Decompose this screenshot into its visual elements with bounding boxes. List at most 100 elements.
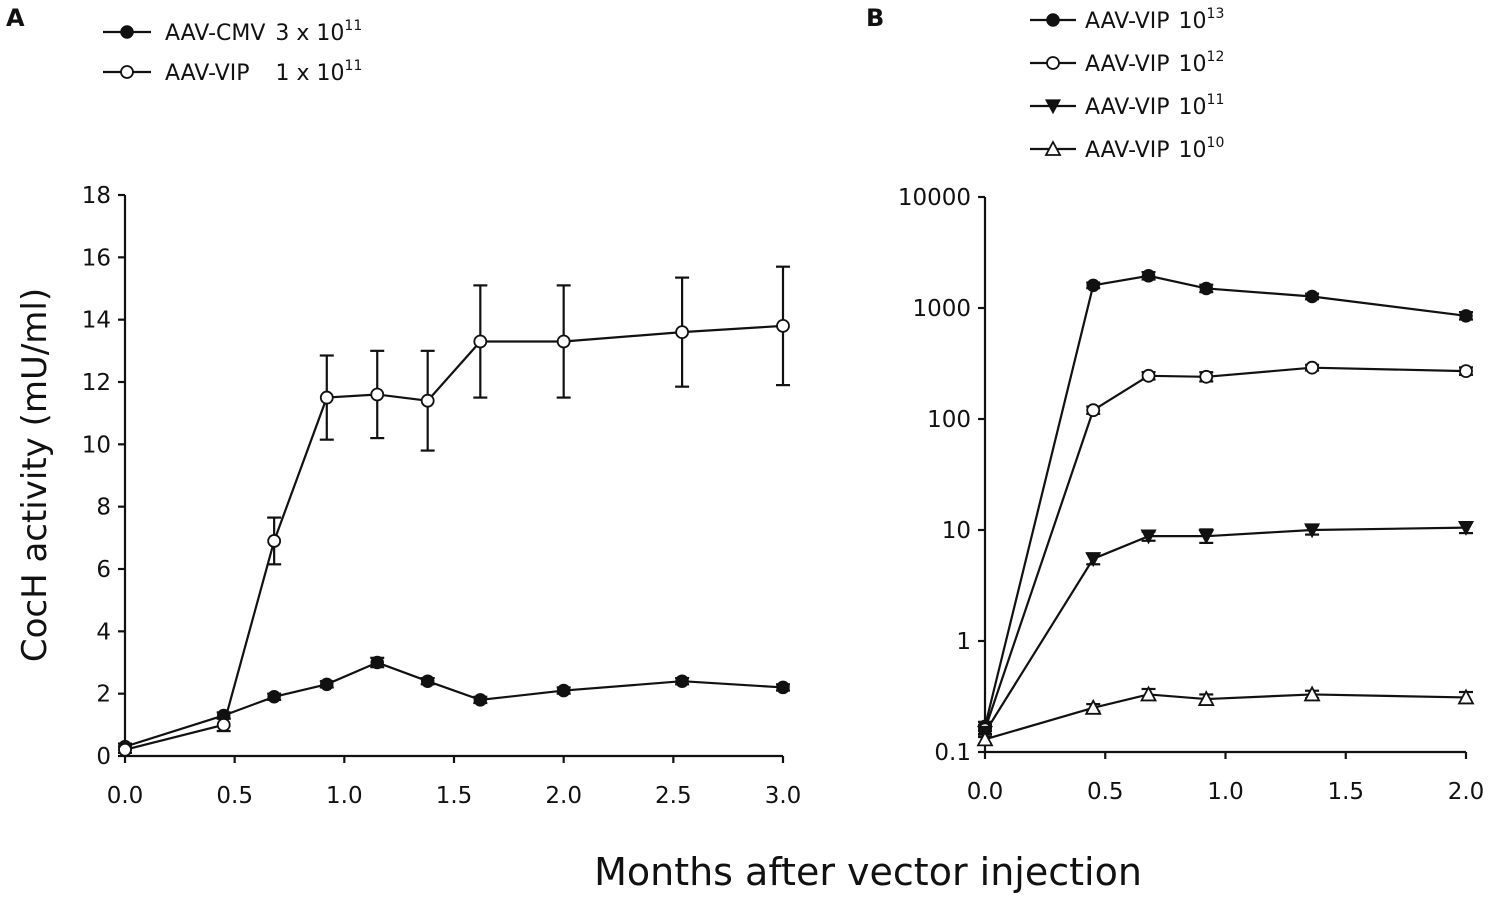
legend-entry: AAV-VIP 1012 — [1030, 49, 1224, 77]
legend-marker — [1044, 140, 1062, 156]
legend-marker — [1044, 99, 1062, 115]
y-tick-label: 10 — [942, 518, 971, 544]
x-tick-label: 0.0 — [107, 783, 144, 809]
legend-entry: AAV-VIP 1 x 1011 — [103, 58, 362, 86]
data-point — [1459, 364, 1473, 379]
panel-b-legend: AAV-VIP 1013 AAV-VIP 1012 AAV-VIP 1011 AAV-VIP… — [1030, 6, 1224, 163]
panel-a-y-ticks: 0 2 4 6 8 10 12 14 16 18 — [82, 183, 125, 770]
series-2 — [118, 265, 790, 757]
data-point — [1457, 521, 1475, 536]
x-tick-label: 1.0 — [326, 783, 363, 809]
y-tick-label: 4 — [96, 619, 111, 645]
panel-b: B 0.1 1 10 100 1000 10000 0.0 0.5 1.0 1.5 2.0 AAV… — [866, 4, 1484, 805]
series-2 — [978, 360, 1473, 737]
data-point — [420, 393, 435, 408]
y-tick-label: 1 — [956, 629, 971, 655]
data-point — [370, 387, 385, 402]
y-tick-label: 18 — [82, 183, 111, 209]
y-tick-label: 8 — [96, 495, 111, 521]
y-tick-label: 100 — [927, 407, 971, 433]
data-point — [320, 677, 334, 692]
data-point — [370, 655, 384, 670]
panel-a-y-axis-title: CocH activity (mU/ml) — [15, 288, 55, 662]
data-point — [556, 683, 571, 698]
panel-b-x-ticks: 0.0 0.5 1.0 1.5 2.0 — [967, 752, 1485, 805]
legend-entry: AAV-CMV 3 x 1011 — [103, 18, 362, 46]
data-point — [319, 390, 334, 405]
series-line — [983, 274, 1467, 727]
data-point — [1141, 368, 1156, 383]
x-tick-label: 2.0 — [1448, 779, 1485, 805]
data-point — [1303, 685, 1321, 702]
panel-a-x-ticks: 0.0 0.5 1.0 1.5 2.0 2.5 3.0 — [107, 756, 802, 809]
panel-a: A CocH activity (mU/ml) 024681012141618 … — [6, 4, 801, 809]
y-tick-label: 10 — [82, 432, 111, 458]
data-point — [1085, 552, 1102, 568]
y-tick-label: 1000 — [912, 296, 971, 322]
data-point — [1199, 369, 1214, 384]
y-tick-label: 16 — [82, 245, 111, 271]
legend-entry: AAV-VIP 1010 — [1030, 135, 1224, 163]
legend-label: AAV-VIP 1013 — [1085, 6, 1224, 34]
data-point — [473, 693, 488, 707]
series-line — [124, 661, 784, 748]
legend-label: AAV-VIP 1010 — [1085, 135, 1224, 163]
y-tick-label: 14 — [82, 308, 111, 334]
data-point — [420, 674, 435, 688]
legend-entry: AAV-VIP 1011 — [1030, 92, 1224, 120]
x-tick-label: 3.0 — [765, 783, 802, 809]
data-point — [1304, 523, 1321, 539]
y-tick-label: 0 — [96, 744, 111, 770]
data-point — [1197, 690, 1215, 706]
x-tick-label: 2.0 — [545, 783, 582, 809]
legend-label: AAV-VIP 1011 — [1085, 92, 1224, 120]
x-tick-label: 1.5 — [1327, 779, 1364, 805]
x-tick-label: 1.5 — [436, 783, 473, 809]
series-line — [983, 366, 1467, 730]
data-point — [1459, 309, 1473, 323]
data-point — [267, 690, 281, 704]
series-4 — [976, 685, 1475, 747]
data-point — [1140, 685, 1158, 702]
data-point — [1457, 688, 1475, 705]
legend-label: AAV-VIP 1012 — [1085, 49, 1224, 77]
data-point — [1086, 278, 1100, 293]
shared-x-axis-title: Months after vector injection — [594, 850, 1142, 894]
legend-marker — [1046, 13, 1060, 27]
legend-label: AAV-CMV 3 x 1011 — [165, 18, 362, 46]
y-tick-label: 0.1 — [934, 740, 971, 766]
series-3 — [976, 521, 1475, 741]
series-1 — [118, 655, 790, 754]
data-point — [1199, 281, 1214, 296]
legend-marker — [1046, 56, 1060, 70]
series-line — [124, 324, 784, 751]
y-tick-label: 2 — [96, 682, 111, 708]
x-tick-label: 0.0 — [967, 779, 1004, 805]
series-line — [984, 693, 1467, 741]
data-point — [267, 534, 282, 548]
data-point — [1305, 360, 1319, 375]
data-point — [1086, 403, 1101, 418]
series-line — [984, 526, 1467, 734]
x-tick-label: 0.5 — [216, 783, 253, 809]
x-tick-label: 1.0 — [1207, 779, 1244, 805]
data-point — [675, 674, 689, 688]
data-point — [675, 325, 690, 340]
y-tick-label: 12 — [82, 370, 111, 396]
data-point — [1198, 529, 1215, 545]
legend-marker — [120, 65, 134, 79]
data-point — [216, 717, 231, 732]
data-point — [976, 730, 994, 747]
panel-b-series — [976, 269, 1475, 747]
panel-a-legend: AAV-CMV 3 x 1011 AAV-VIP 1 x 1011 — [103, 18, 362, 86]
data-point — [1084, 698, 1102, 715]
data-point — [473, 334, 488, 349]
data-point — [118, 742, 132, 757]
panel-b-letter: B — [866, 4, 884, 32]
panel-b-y-ticks: 0.1 1 10 100 1000 10000 — [898, 185, 985, 766]
panel-a-series — [118, 265, 790, 757]
data-point — [1305, 289, 1319, 304]
data-point — [556, 334, 571, 349]
panel-a-letter: A — [6, 4, 25, 32]
